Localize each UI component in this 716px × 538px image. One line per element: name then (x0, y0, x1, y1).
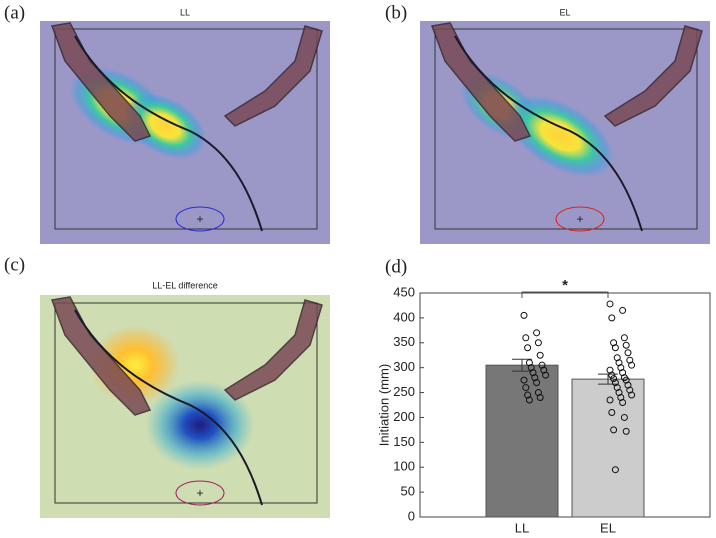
panel-title: EL (559, 7, 570, 17)
plot-frame (419, 292, 711, 518)
x-tick-label: EL (600, 520, 616, 535)
data-point (624, 349, 632, 357)
target-marker: + (196, 212, 203, 226)
data-point (536, 351, 544, 359)
data-point (608, 371, 616, 379)
heat-blob (123, 92, 207, 160)
bar (571, 378, 645, 518)
data-point (606, 396, 614, 404)
vessel (223, 25, 323, 127)
y-tick-label: 300 (393, 359, 415, 374)
data-point (610, 375, 618, 383)
target-marker: + (576, 212, 583, 226)
significance-mark: * (562, 277, 568, 294)
y-tick-label: 0 (408, 508, 415, 523)
panel-title: LL-EL difference (152, 280, 218, 290)
data-point (542, 371, 550, 379)
data-point (628, 391, 636, 399)
panel-title: LL (180, 7, 190, 17)
y-tick-label: 450 (393, 284, 415, 299)
wire (74, 35, 263, 232)
y-tick-label: 50 (401, 484, 415, 499)
target (555, 206, 605, 232)
data-point (619, 306, 627, 314)
error-bar (512, 358, 532, 372)
y-tick-label: 250 (393, 384, 415, 399)
y-tick-label: 100 (393, 459, 415, 474)
data-point (536, 394, 544, 402)
data-point (520, 376, 528, 384)
data-point (525, 396, 533, 404)
data-point (534, 339, 542, 347)
vessel (603, 25, 703, 127)
y-tick-label: 150 (393, 434, 415, 449)
vessel (50, 296, 152, 416)
data-point (622, 427, 630, 435)
data-point (524, 344, 532, 352)
heatmap-image: + (40, 21, 330, 244)
y-tick-label: 350 (393, 334, 415, 349)
data-point (522, 384, 530, 392)
data-point (620, 334, 628, 342)
vessel (50, 22, 152, 142)
data-point (606, 300, 614, 308)
heatmap-image: + (420, 21, 710, 244)
vessel (223, 299, 323, 401)
data-point (628, 361, 636, 369)
heat-blob (505, 95, 615, 177)
heatmap-image: + (40, 295, 330, 518)
data-point (611, 344, 619, 352)
data-point (610, 426, 618, 434)
target (175, 206, 225, 232)
data-point (533, 379, 541, 387)
data-point (619, 399, 627, 407)
data-point (608, 408, 616, 416)
panel-label: (d) (385, 256, 407, 277)
target (175, 480, 225, 506)
data-point (608, 314, 616, 322)
target-marker: + (196, 486, 203, 500)
data-point (522, 334, 530, 342)
data-point (611, 466, 619, 474)
data-point (533, 329, 541, 337)
bar (485, 364, 559, 518)
data-point (620, 413, 628, 421)
panel-label: (c) (4, 254, 25, 275)
panel-label: (b) (385, 2, 407, 23)
significance-bracket (521, 291, 609, 298)
data-point (520, 311, 528, 319)
vessel (430, 22, 532, 142)
x-tick-label: LL (515, 520, 529, 535)
panel-label: (a) (4, 2, 25, 23)
wire (74, 309, 263, 506)
y-tick-label: 400 (393, 309, 415, 324)
wire (454, 35, 643, 232)
y-axis-label: Initiation (mm) (376, 364, 391, 446)
y-tick-label: 200 (393, 409, 415, 424)
data-point (622, 341, 630, 349)
heat-blob (145, 380, 255, 470)
